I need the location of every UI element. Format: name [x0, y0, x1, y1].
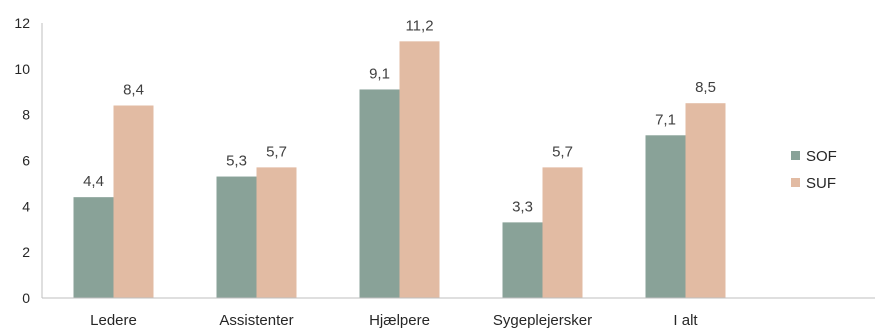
- legend-swatch-suf: [791, 178, 800, 187]
- bar-suf: [256, 167, 297, 298]
- bar-sof: [502, 222, 543, 298]
- data-label: 5,7: [552, 143, 573, 160]
- data-label: 7,1: [655, 111, 676, 128]
- data-label: 11,2: [405, 17, 433, 34]
- y-tick-label: 8: [22, 107, 30, 123]
- bar-suf: [542, 167, 583, 298]
- legend-swatch-sof: [791, 151, 800, 160]
- bar-suf: [113, 105, 154, 298]
- data-label: 8,5: [695, 79, 716, 96]
- data-label: 9,1: [369, 65, 390, 82]
- bar-suf: [685, 103, 726, 298]
- data-label: 5,3: [226, 153, 247, 170]
- bars: [73, 41, 726, 298]
- category-label: I alt: [673, 312, 698, 329]
- category-label: Sygeplejersker: [493, 312, 592, 329]
- y-tick-label: 10: [14, 61, 30, 77]
- legend-label-sof: SOF: [806, 148, 837, 165]
- legend: SOF SUF: [791, 148, 837, 192]
- legend-label-suf: SUF: [806, 175, 836, 192]
- y-tick-label: 4: [22, 198, 30, 214]
- bar-sof: [73, 197, 114, 298]
- bar-sof: [645, 135, 686, 298]
- category-label: Hjælpere: [369, 312, 430, 329]
- category-label: Ledere: [90, 312, 137, 329]
- data-label: 8,4: [123, 82, 144, 99]
- data-label: 5,7: [266, 143, 287, 160]
- category-label: Assistenter: [219, 312, 293, 329]
- data-labels: 4,4 8,4 5,3 5,7 9,1 11,2 3,3 5,7 7,1 8,5: [83, 17, 716, 215]
- y-tick-label: 6: [22, 153, 30, 169]
- x-axis: Ledere Assistenter Hjælpere Sygeplejersker I…: [42, 297, 875, 329]
- bar-sof: [359, 89, 400, 298]
- y-tick-label: 2: [22, 244, 30, 260]
- bar-suf: [399, 41, 440, 298]
- y-tick-label: 0: [22, 290, 30, 306]
- y-axis: 0 2 4 6 8 10 12: [14, 15, 43, 306]
- data-label: 3,3: [512, 198, 533, 215]
- data-label: 4,4: [83, 173, 104, 190]
- bar-sof: [216, 176, 257, 298]
- y-tick-label: 12: [14, 15, 30, 31]
